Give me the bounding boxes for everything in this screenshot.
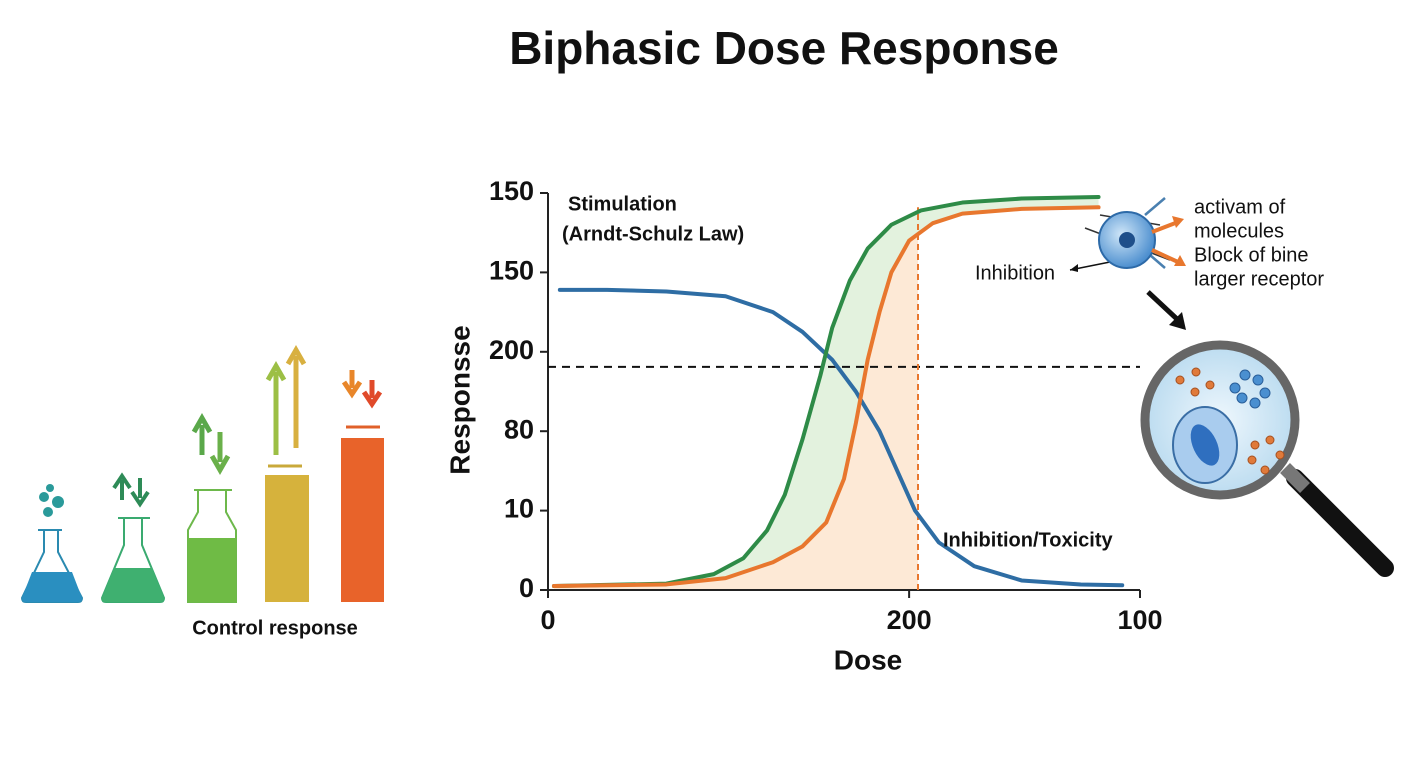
y-tick-label: 0 — [519, 573, 534, 603]
annotation: (Arndt-Schulz Law) — [562, 223, 744, 245]
y-tick-label: 150 — [489, 176, 534, 206]
chart-title: Biphasic Dose Response — [509, 22, 1059, 74]
series-line — [551, 194, 1101, 589]
y-tick-label: 80 — [504, 414, 534, 444]
series-line — [557, 287, 1125, 588]
annotation: Block of bine — [1194, 244, 1309, 266]
x-tick-label: 0 — [540, 605, 555, 635]
y-tick-label: 10 — [504, 494, 534, 524]
annotation: activam of — [1194, 196, 1286, 218]
shaded-region — [553, 234, 918, 590]
y-axis-title: Responsse — [444, 325, 475, 474]
y-tick-label: 150 — [489, 256, 534, 286]
annotation: Control response — [192, 617, 358, 639]
annotation: Stimulation — [568, 193, 677, 215]
plot-area: 0 10 80 200 150 150 0 200 100 — [489, 176, 1163, 635]
series-line — [551, 205, 1101, 589]
y-tick-label: 200 — [489, 335, 534, 365]
x-tick-label: 200 — [887, 605, 932, 635]
annotation: larger receptor — [1194, 268, 1324, 290]
x-tick-label: 100 — [1117, 605, 1162, 635]
annotation: molecules — [1194, 220, 1284, 242]
x-axis-title: Dose — [834, 644, 902, 675]
cell-illustration — [1069, 197, 1394, 577]
control-illustration — [20, 344, 384, 603]
annotation: Inhibition — [975, 262, 1055, 284]
annotation: Inhibition/Toxicity — [943, 529, 1113, 551]
shaded-region — [553, 196, 1099, 587]
